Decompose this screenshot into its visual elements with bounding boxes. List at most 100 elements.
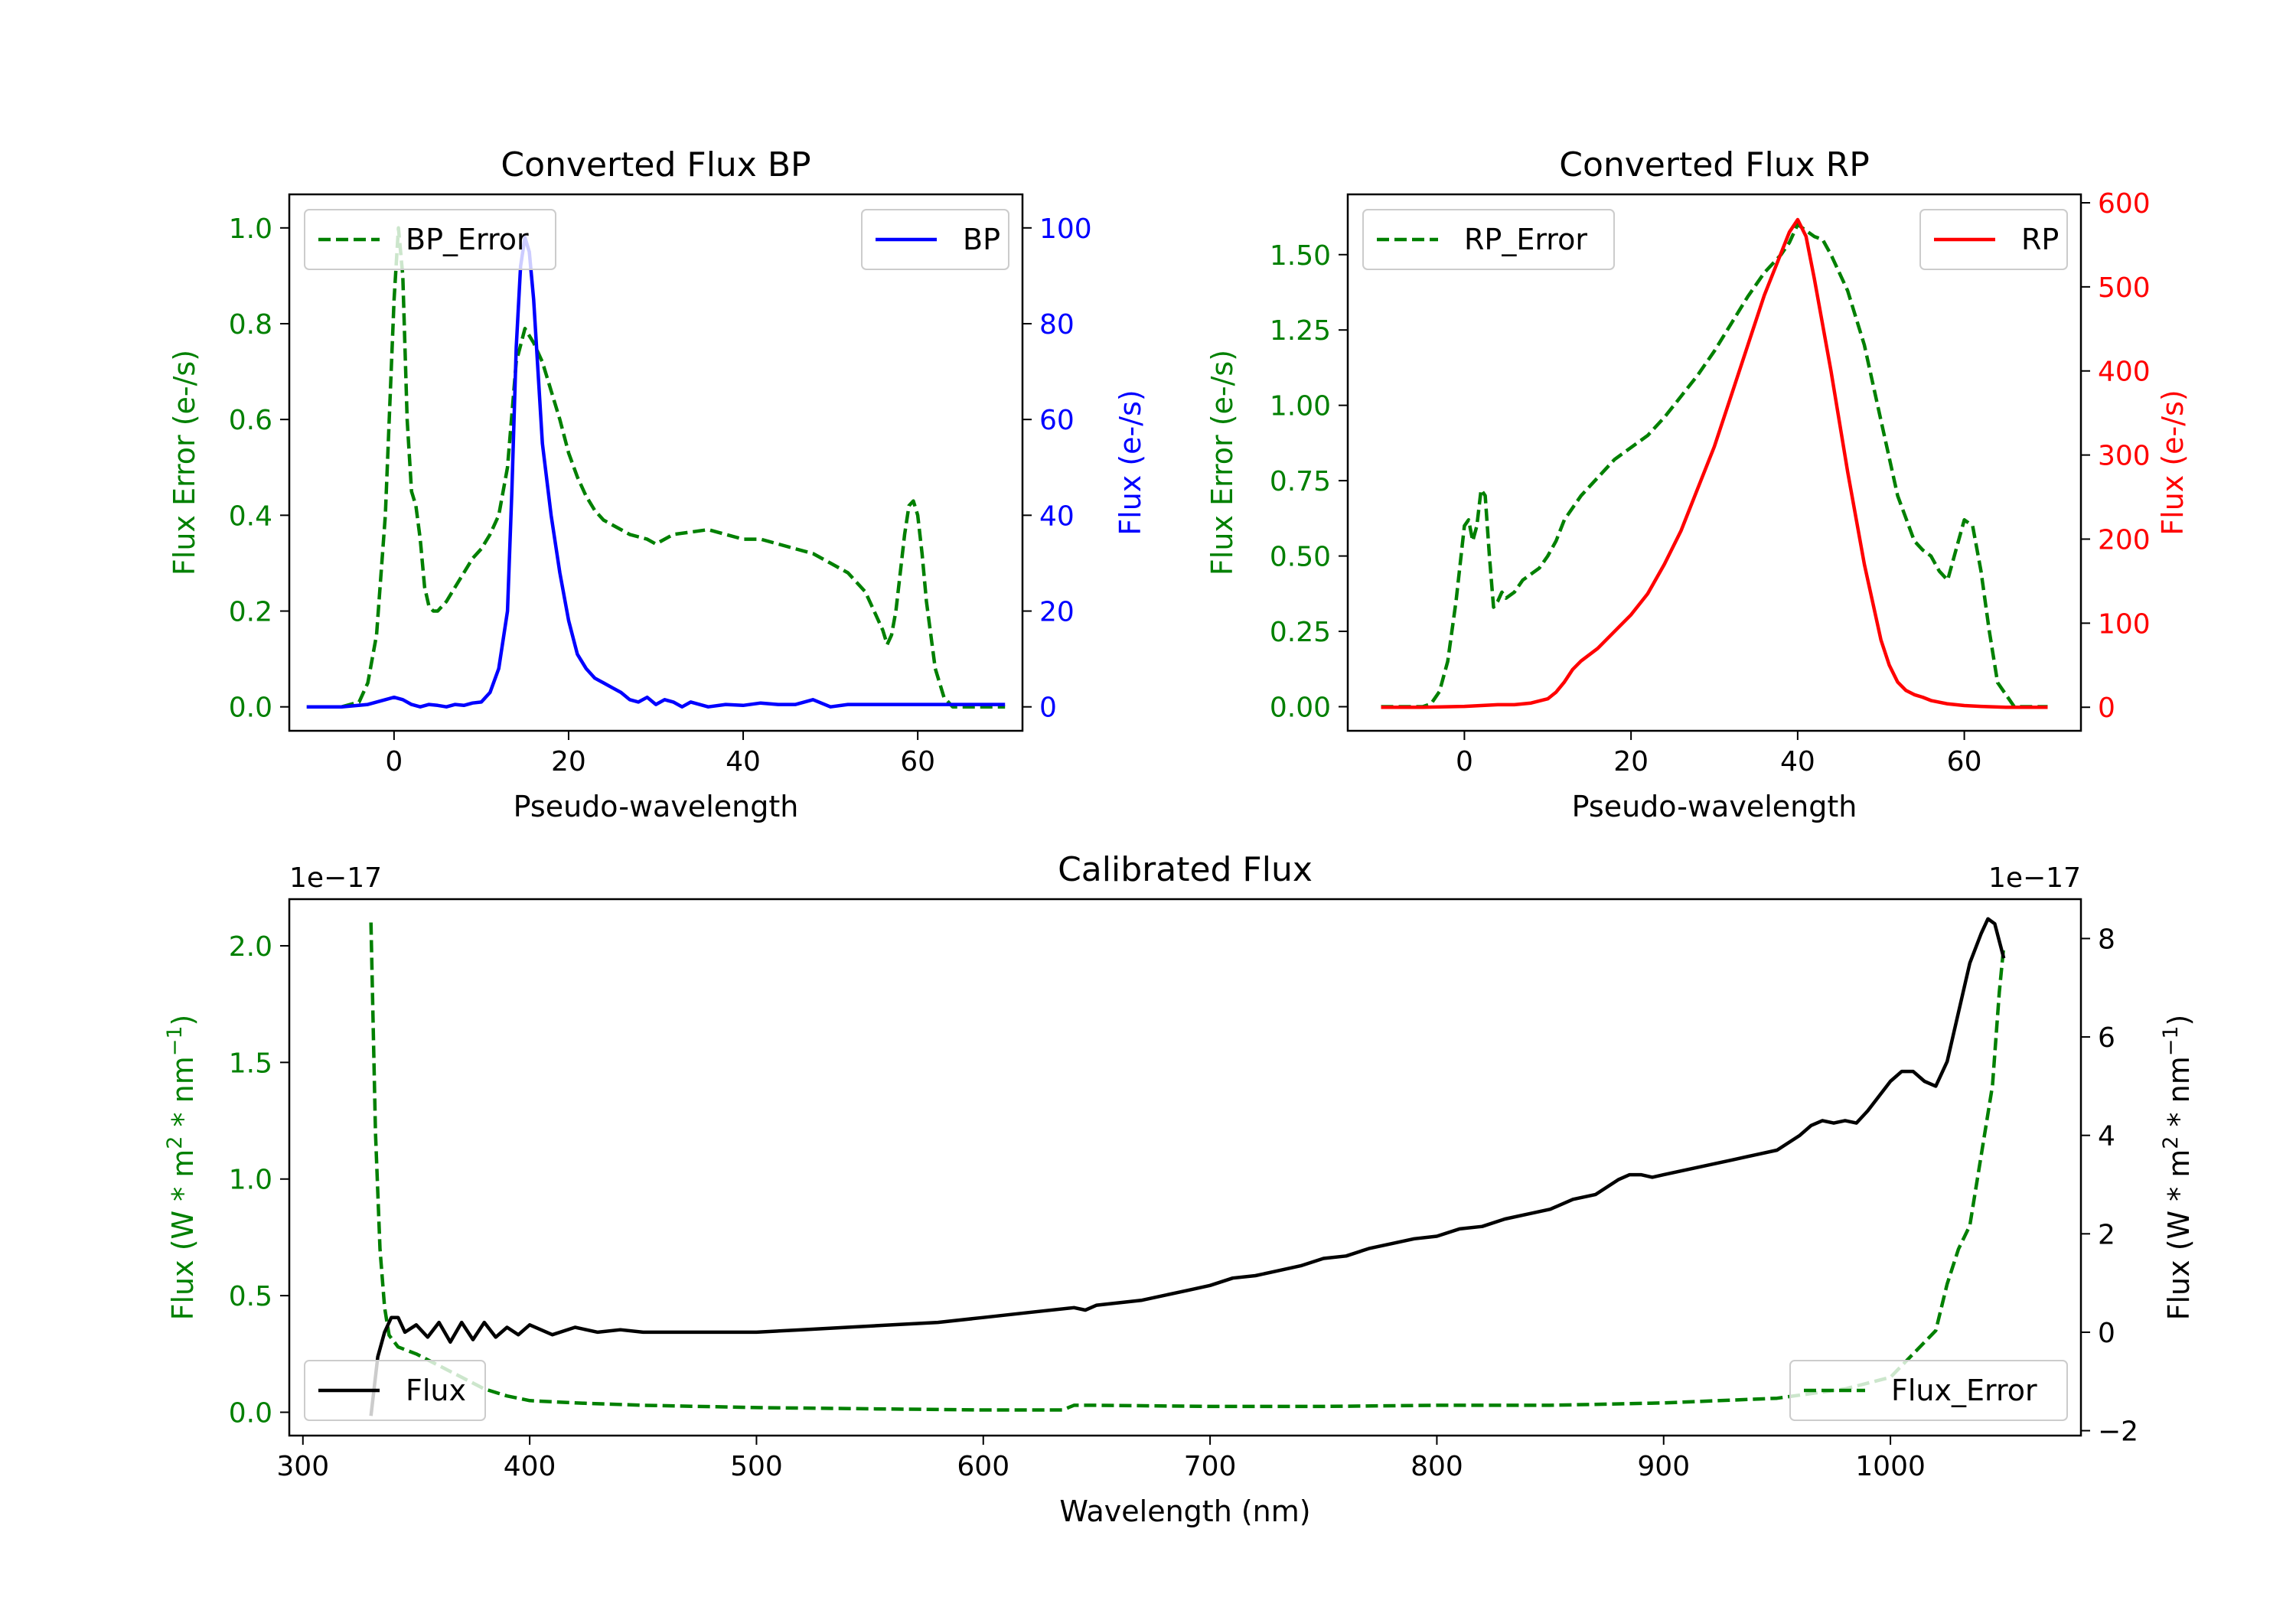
y-left-axis-label: Flux Error (e-/s) bbox=[168, 350, 201, 575]
y-left-tick-label: 1.00 bbox=[1270, 391, 1331, 422]
legend-bp-error-label: BP_Error bbox=[406, 223, 529, 256]
y-left-tick-label: 0.0 bbox=[229, 693, 272, 724]
legend-bp-label: BP bbox=[963, 223, 1000, 256]
y-right-tick-label: 0 bbox=[2098, 693, 2115, 724]
legend-rp-error-label: RP_Error bbox=[1464, 223, 1587, 256]
y-right-tick-label: 2 bbox=[2098, 1219, 2115, 1250]
legend-rp-label: RP bbox=[2021, 223, 2059, 256]
y-right-axis-label: Flux (W * m2 * nm−1) bbox=[2159, 1015, 2197, 1321]
x-axis-label: Pseudo-wavelength bbox=[514, 790, 799, 823]
y-left-tick-label: 0.4 bbox=[229, 500, 272, 532]
y-right-axis-label: Flux (e-/s) bbox=[1114, 390, 1147, 535]
legend-rp-error-box bbox=[1362, 209, 1615, 270]
rp-series-group bbox=[1381, 217, 2048, 709]
y-left-tick-label: 1.25 bbox=[1270, 315, 1331, 347]
y-left-tick-label: 0.00 bbox=[1270, 692, 1331, 723]
y-axis-label-part: 2 bbox=[2159, 1136, 2183, 1149]
y-left-tick-label: 1.50 bbox=[1270, 240, 1331, 272]
legend-flux-error: Flux_Error bbox=[1789, 1360, 2068, 1421]
series-line-bp-error bbox=[306, 226, 1006, 709]
y-left-tick-label: 0.75 bbox=[1270, 466, 1331, 497]
x-tick-label: 600 bbox=[957, 1451, 1009, 1482]
series-line-bp bbox=[306, 236, 1006, 709]
legend-flux-error-box bbox=[1789, 1360, 2068, 1421]
y-right-tick-label: 400 bbox=[2098, 357, 2151, 388]
legend-bp-error: BP_Error bbox=[304, 209, 556, 270]
y-right-offset-text: 1e−17 bbox=[1988, 862, 2081, 894]
y-left-tick-label: 0.2 bbox=[229, 597, 272, 628]
y-right-tick-label: 80 bbox=[1039, 309, 1075, 341]
chart-title: Converted Flux RP bbox=[1559, 145, 1870, 184]
y-left-tick-label: 0.6 bbox=[229, 405, 272, 436]
y-right-tick-label: 100 bbox=[2098, 608, 2151, 640]
y-axis-label-part: Flux (W * m bbox=[2162, 1149, 2196, 1321]
y-right-tick-label: 0 bbox=[1039, 693, 1057, 724]
y-right-tick-label: 20 bbox=[1039, 597, 1075, 628]
x-tick-label: 300 bbox=[276, 1451, 329, 1482]
x-tick-label: 0 bbox=[1456, 746, 1473, 777]
x-tick-label: 0 bbox=[385, 746, 403, 777]
y-right-tick-label: 8 bbox=[2098, 924, 2115, 955]
cal-axes-frame bbox=[288, 898, 2082, 1437]
chart-title: Converted Flux BP bbox=[501, 145, 810, 184]
y-left-tick-label: 0.50 bbox=[1270, 542, 1331, 573]
y-right-tick-label: 40 bbox=[1039, 500, 1075, 532]
y-left-offset-text: 1e−17 bbox=[289, 862, 382, 894]
y-axis-label-part: −1 bbox=[2159, 1025, 2183, 1056]
y-left-tick-label: 1.5 bbox=[229, 1048, 272, 1079]
x-tick-label: 20 bbox=[551, 746, 586, 777]
y-right-tick-label: 100 bbox=[1039, 214, 1092, 245]
x-axis-label: Pseudo-wavelength bbox=[1572, 790, 1857, 823]
y-axis-label-part: * nm bbox=[166, 1056, 200, 1136]
y-axis-label-part: ) bbox=[166, 1015, 200, 1026]
legend-bp-error-box bbox=[304, 209, 556, 270]
y-right-tick-label: 200 bbox=[2098, 524, 2151, 556]
y-right-tick-label: 500 bbox=[2098, 272, 2151, 304]
rp-axes-frame bbox=[1346, 193, 2082, 732]
y-axis-label-part: ) bbox=[2162, 1015, 2196, 1026]
y-axis-label-part: −1 bbox=[163, 1025, 187, 1056]
legend-flux-error-label: Flux_Error bbox=[1891, 1374, 2037, 1407]
y-right-axis-label: Flux (e-/s) bbox=[2156, 390, 2190, 535]
bp-series-group bbox=[306, 226, 1006, 709]
x-tick-label: 700 bbox=[1184, 1451, 1237, 1482]
y-right-tick-label: 0 bbox=[2098, 1318, 2115, 1349]
y-axis-label-part: Flux (W * m bbox=[166, 1149, 200, 1321]
legend-bp: BP bbox=[861, 209, 1009, 270]
series-line-rp bbox=[1381, 217, 2048, 709]
legend-flux-box bbox=[304, 1360, 486, 1421]
x-tick-label: 20 bbox=[1613, 746, 1649, 777]
legend-rp-error: RP_Error bbox=[1362, 209, 1615, 270]
chart-cal: 300 400 500 600 700 800 900 1000 0.0 0.5 1.0 1.5 2.0… bbox=[163, 850, 2197, 1528]
y-left-tick-label: 0.25 bbox=[1270, 617, 1331, 648]
y-left-tick-label: 1.0 bbox=[229, 214, 272, 245]
y-right-tick-label: 4 bbox=[2098, 1121, 2115, 1152]
x-tick-label: 800 bbox=[1411, 1451, 1463, 1482]
y-left-tick-label: 0.0 bbox=[229, 1398, 272, 1429]
x-tick-label: 40 bbox=[1780, 746, 1815, 777]
legend-flux: Flux bbox=[304, 1360, 486, 1421]
y-left-axis-label: Flux (W * m2 * nm−1) bbox=[163, 1015, 201, 1321]
x-tick-label: 900 bbox=[1637, 1451, 1690, 1482]
y-left-tick-label: 0.8 bbox=[229, 309, 272, 341]
cal-series-group bbox=[369, 917, 2006, 1416]
bp-axes-frame bbox=[288, 193, 1024, 732]
y-left-tick-label: 0.5 bbox=[229, 1281, 272, 1312]
y-left-tick-label: 2.0 bbox=[229, 931, 272, 963]
chart-rp: 0 20 40 60 0.00 0.25 0.50 0.75 1.00 1.25 1.50 0 100 2… bbox=[1205, 145, 2190, 823]
y-right-tick-label: 6 bbox=[2098, 1022, 2115, 1054]
series-line-flux-error bbox=[369, 922, 2006, 1412]
y-axis-label-part: 2 bbox=[163, 1136, 187, 1149]
y-right-tick-label: 600 bbox=[2098, 188, 2151, 220]
x-tick-label: 60 bbox=[900, 746, 935, 777]
y-axis-label-part: * nm bbox=[2162, 1056, 2196, 1136]
x-tick-label: 60 bbox=[1947, 746, 1982, 777]
legend-rp: RP bbox=[1919, 209, 2068, 270]
legend-flux-label: Flux bbox=[406, 1374, 466, 1407]
x-axis-label: Wavelength (nm) bbox=[1059, 1495, 1310, 1528]
y-right-tick-label: −2 bbox=[2098, 1416, 2138, 1448]
series-line-rp-error bbox=[1381, 223, 2048, 709]
y-left-axis-label: Flux Error (e-/s) bbox=[1205, 350, 1239, 575]
chart-bp: 0 20 40 60 0.0 0.2 0.4 0.6 0.8 1.0 0 20 40 60 80 100 Con… bbox=[168, 145, 1147, 823]
